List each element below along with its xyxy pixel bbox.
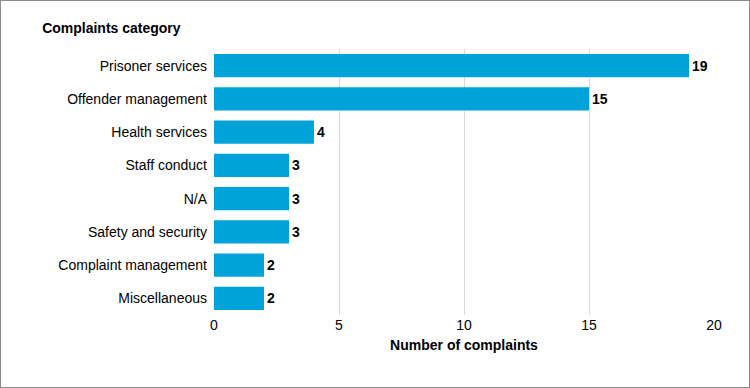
svg-text:N/A: N/A <box>184 191 208 207</box>
svg-text:10: 10 <box>456 317 472 333</box>
svg-text:Complaint management: Complaint management <box>58 257 207 273</box>
svg-text:3: 3 <box>292 191 300 207</box>
svg-text:15: 15 <box>592 91 608 107</box>
svg-text:3: 3 <box>292 157 300 173</box>
svg-text:20: 20 <box>706 317 722 333</box>
svg-text:Number of complaints: Number of complaints <box>390 337 538 353</box>
svg-text:Offender management: Offender management <box>67 91 207 107</box>
svg-text:5: 5 <box>335 317 343 333</box>
svg-text:Staff conduct: Staff conduct <box>126 157 208 173</box>
svg-text:2: 2 <box>267 290 275 306</box>
svg-text:0: 0 <box>210 317 218 333</box>
svg-text:3: 3 <box>292 224 300 240</box>
svg-text:Prisoner services: Prisoner services <box>100 58 207 74</box>
svg-text:Miscellaneous: Miscellaneous <box>118 290 207 306</box>
svg-text:2: 2 <box>267 257 275 273</box>
svg-text:15: 15 <box>581 317 597 333</box>
svg-text:Complaints category: Complaints category <box>42 20 181 36</box>
svg-text:4: 4 <box>317 124 325 140</box>
svg-text:19: 19 <box>692 58 708 74</box>
svg-text:Health services: Health services <box>111 124 207 140</box>
svg-text:Safety and security: Safety and security <box>88 224 207 240</box>
